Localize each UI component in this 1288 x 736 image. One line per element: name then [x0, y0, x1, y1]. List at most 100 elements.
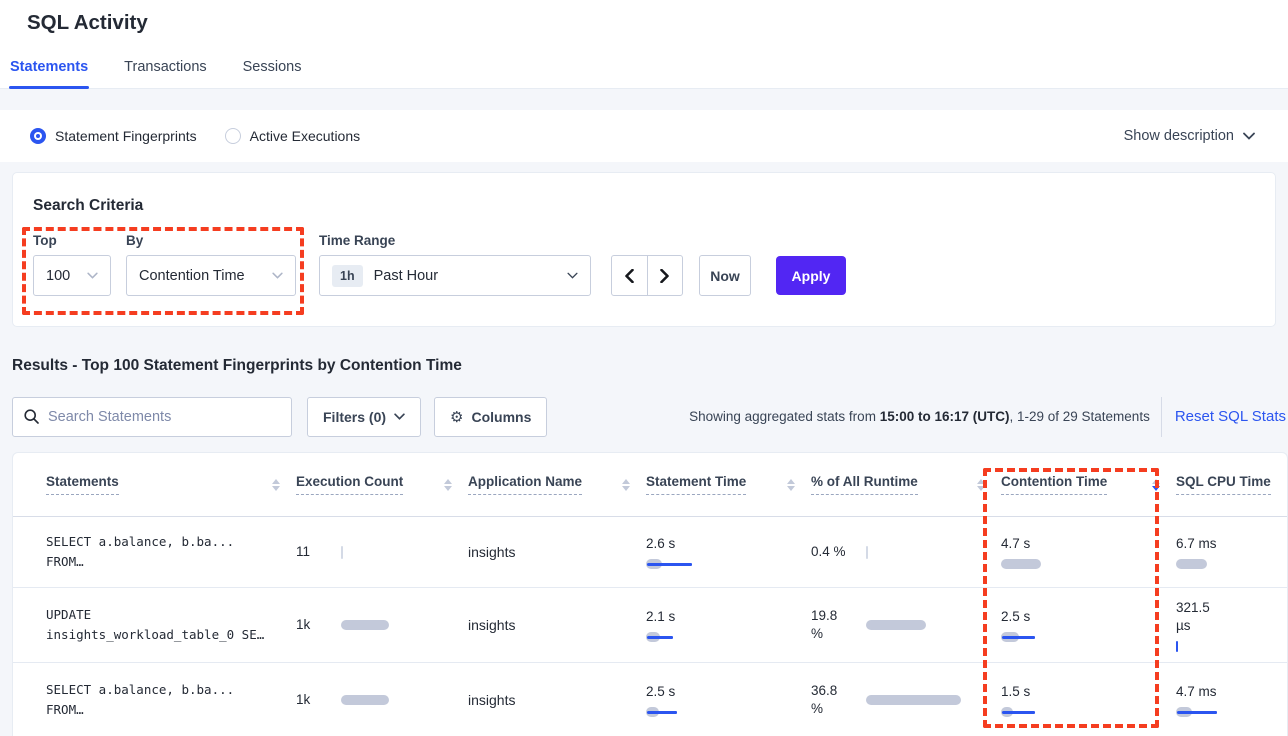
time-nav-group	[611, 255, 683, 296]
filters-label: Filters (0)	[323, 408, 387, 425]
application-name-cell: insights	[468, 692, 516, 708]
statement-fingerprint-cell[interactable]: SELECT a.balance, b.ba... FROM…	[46, 532, 296, 572]
statement-time-cell: 2.1 s	[646, 608, 811, 642]
apply-button[interactable]: Apply	[776, 256, 846, 295]
metric-value: µs	[1176, 618, 1191, 633]
radio-active-executions[interactable]: Active Executions	[224, 128, 361, 144]
show-description-toggle[interactable]: Show description	[1124, 110, 1255, 162]
time-range-select[interactable]: 1h Past Hour	[319, 255, 591, 296]
sort-down-arrow	[622, 485, 630, 491]
search-statements-input[interactable]	[48, 408, 280, 425]
metric-barbox	[646, 559, 811, 569]
radio-statement-fingerprints[interactable]: Statement Fingerprints	[30, 128, 197, 144]
metric-value: 1k	[296, 692, 311, 707]
runtime-percent-cell: 36.8%	[811, 682, 1001, 718]
tab-bar: Statements Transactions Sessions	[9, 51, 302, 89]
metric-value: 1k	[296, 617, 311, 632]
tab-transactions[interactable]: Transactions	[124, 59, 207, 75]
by-select[interactable]: Contention Time	[126, 255, 296, 296]
top-select[interactable]: 100	[33, 255, 111, 296]
column-header-statements[interactable]: Statements	[46, 474, 296, 495]
table-body: SELECT a.balance, b.ba... FROM… 11 insights…	[13, 517, 1287, 736]
metric-bar-blue	[647, 562, 692, 566]
tab-sessions[interactable]: Sessions	[242, 59, 302, 75]
metric-value: 2.1 s	[646, 609, 676, 624]
chevron-down-icon	[567, 272, 578, 279]
sort-up-arrow	[622, 478, 630, 484]
statement-fingerprint-cell[interactable]: SELECT a.balance, b.ba... FROM…	[46, 680, 296, 720]
statement-line: UPDATE	[46, 607, 92, 622]
column-header-contention-time[interactable]: Contention Time	[1001, 474, 1176, 495]
time-next-button[interactable]	[648, 256, 683, 295]
sort-icon[interactable]	[622, 478, 630, 491]
metric-bar-sliver	[341, 545, 343, 559]
metric-bar-gray	[1176, 559, 1207, 569]
metric-bar-sliver	[866, 545, 868, 559]
column-header-execution-count[interactable]: Execution Count	[296, 474, 468, 495]
metric-barbox	[341, 545, 343, 559]
top-select-value: 100	[46, 267, 71, 284]
search-criteria-heading: Search Criteria	[33, 197, 144, 214]
contention-time-cell: 2.5 s	[1001, 608, 1176, 642]
metric-barbox	[1176, 559, 1287, 569]
sort-icon[interactable]	[787, 478, 795, 491]
radio-label: Active Executions	[249, 128, 361, 144]
now-button[interactable]: Now	[699, 255, 751, 296]
metric-barbox	[1001, 707, 1176, 717]
tab-statements[interactable]: Statements	[9, 51, 90, 89]
metric-value: 2.6 s	[646, 536, 676, 551]
radio-label: Statement Fingerprints	[55, 128, 197, 144]
table-row[interactable]: UPDATE insights_workload_table_0 SE… 1k ins…	[13, 588, 1287, 663]
metric-barbox	[646, 632, 811, 642]
column-header-label: % of All Runtime	[811, 474, 918, 495]
sort-icon[interactable]	[1152, 478, 1160, 491]
reset-sql-stats-link[interactable]: Reset SQL Stats	[1174, 408, 1286, 425]
metric-value: 0.4 %	[811, 544, 846, 559]
metric-value: 4.7 ms	[1176, 684, 1217, 699]
sort-icon[interactable]	[444, 478, 452, 491]
column-header-application-name[interactable]: Application Name	[468, 474, 646, 495]
metric-bar-blue	[647, 710, 677, 714]
metric-barbox	[1001, 632, 1176, 642]
metric-value: %	[811, 701, 824, 716]
page-title: SQL Activity	[27, 11, 148, 34]
metric-bar-gray	[341, 620, 389, 630]
filters-button[interactable]: Filters (0)	[307, 396, 422, 437]
results-heading: Results - Top 100 Statement Fingerprints…	[12, 357, 462, 374]
by-select-value: Contention Time	[139, 267, 245, 284]
results-toolbar: Filters (0) ⚙ Columns Showing aggregated…	[12, 396, 1288, 437]
metric-bar-blue	[1177, 710, 1217, 714]
table-row[interactable]: SELECT a.balance, b.ba... FROM… 11 insights…	[13, 517, 1287, 588]
sql-cpu-time-cell: 6.7 ms	[1176, 535, 1287, 569]
sort-icon[interactable]	[272, 478, 280, 491]
statement-time-cell: 2.6 s	[646, 535, 811, 569]
contention-time-cell: 4.7 s	[1001, 535, 1176, 569]
sort-icon[interactable]	[977, 478, 985, 491]
runtime-percent-cell: 0.4 %	[811, 543, 1001, 561]
metric-barbox	[866, 545, 868, 559]
metric-bar-tick	[1176, 641, 1178, 652]
columns-button[interactable]: ⚙ Columns	[434, 396, 548, 437]
column-header-sql-cpu-time[interactable]: SQL CPU Time	[1176, 474, 1287, 495]
column-header-of-all-runtime[interactable]: % of All Runtime	[811, 474, 1001, 495]
metric-value: %	[811, 626, 824, 641]
application-name-cell: insights	[468, 544, 516, 560]
table-row[interactable]: SELECT a.balance, b.ba... FROM… 1k insights…	[13, 663, 1287, 736]
statement-line: SELECT a.balance, b.ba...	[46, 682, 235, 697]
radio-selected-icon	[30, 128, 46, 144]
metric-bar-blue	[647, 635, 673, 639]
metric-value: 1.5 s	[1001, 684, 1031, 699]
column-header-label: Statement Time	[646, 474, 747, 495]
time-prev-button[interactable]	[612, 256, 648, 295]
sql-cpu-time-cell: 4.7 ms	[1176, 683, 1287, 717]
columns-label: Columns	[471, 408, 532, 425]
metric-barbox	[646, 707, 811, 717]
statement-line: FROM…	[46, 702, 84, 717]
sort-up-arrow	[272, 478, 280, 484]
chevron-down-icon	[87, 272, 98, 279]
gear-icon: ⚙	[450, 407, 464, 426]
aggregated-stats-text: Showing aggregated stats from 15:00 to 1…	[689, 409, 1150, 424]
column-header-statement-time[interactable]: Statement Time	[646, 474, 811, 495]
statement-fingerprint-cell[interactable]: UPDATE insights_workload_table_0 SE…	[46, 605, 296, 645]
column-header-label: Application Name	[468, 474, 583, 495]
